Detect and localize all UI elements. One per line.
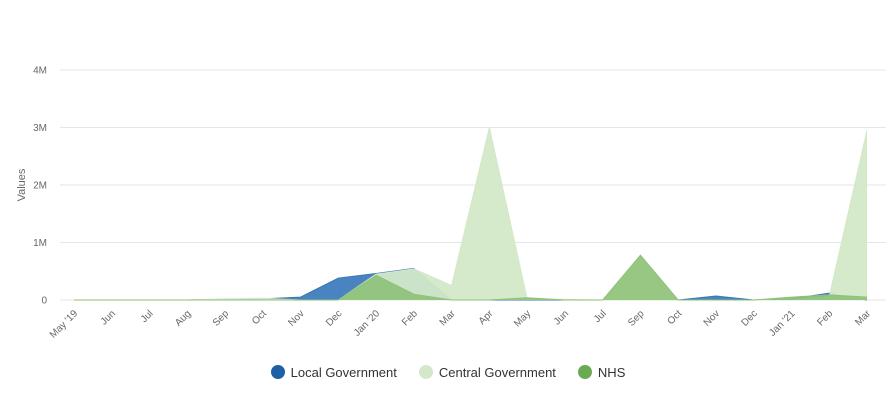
x-tick-label: Jun [552,308,571,327]
legend-label: Local Government [290,364,397,380]
legend-marker [577,365,592,379]
x-tick-label: Feb [815,308,835,328]
x-tick-label: Jul [592,308,609,325]
series-areas [74,127,868,301]
x-tick-label: Mar [853,308,873,328]
x-tick-label: Jan '21 [767,308,798,339]
legend: Local Government Central Government NHS [0,360,896,384]
legend-item-nhs[interactable]: NHS [577,364,626,380]
y-tick-label: 3M [33,123,47,134]
x-tick-label: Aug [173,308,193,328]
y-tick-label: 4M [33,66,47,77]
legend-marker [418,365,433,379]
x-tick-label: Sep [626,308,647,329]
x-tick-label: Jul [139,308,156,325]
legend-item-central-government[interactable]: Central Government [418,364,556,380]
x-tick-label: Oct [250,308,269,327]
x-tick-label: Nov [286,308,306,328]
x-tick-label: Apr [477,308,496,327]
y-axis-title: Values [16,168,28,201]
x-tick-label: Jun [99,308,118,327]
y-tick-label: 1M [33,238,47,249]
x-axis-ticks: May '19 Jun Jul Aug Sep Oct Nov Dec Jan '20 Feb Ma… [48,308,874,341]
legend-marker [270,365,285,379]
y-tick-label: 2M [33,181,47,192]
x-tick-label: Feb [400,308,420,328]
x-tick-label: May [512,308,533,329]
y-axis-ticks: 0 1M 2M 3M 4M [33,66,47,307]
series-area-central-government[interactable] [74,127,867,301]
x-tick-label: Dec [739,308,759,328]
x-tick-label: Jan '20 [352,308,383,339]
legend-item-local-government[interactable]: Local Government [270,364,397,380]
y-tick-label: 0 [41,296,47,307]
x-tick-label: Sep [211,308,232,329]
x-tick-label: Mar [438,308,458,328]
area-chart: 0 1M 2M 3M 4M May '19 Jun Jul Aug Sep Oct Nov Dec Ja… [16,66,886,341]
series-line-nhs [74,254,868,301]
x-tick-label: Oct [666,308,685,327]
legend-label: Central Government [438,364,556,380]
x-tick-label: Dec [324,308,344,328]
x-tick-label: May '19 [48,308,81,341]
legend-label: NHS [597,364,626,380]
x-tick-label: Nov [702,308,722,328]
